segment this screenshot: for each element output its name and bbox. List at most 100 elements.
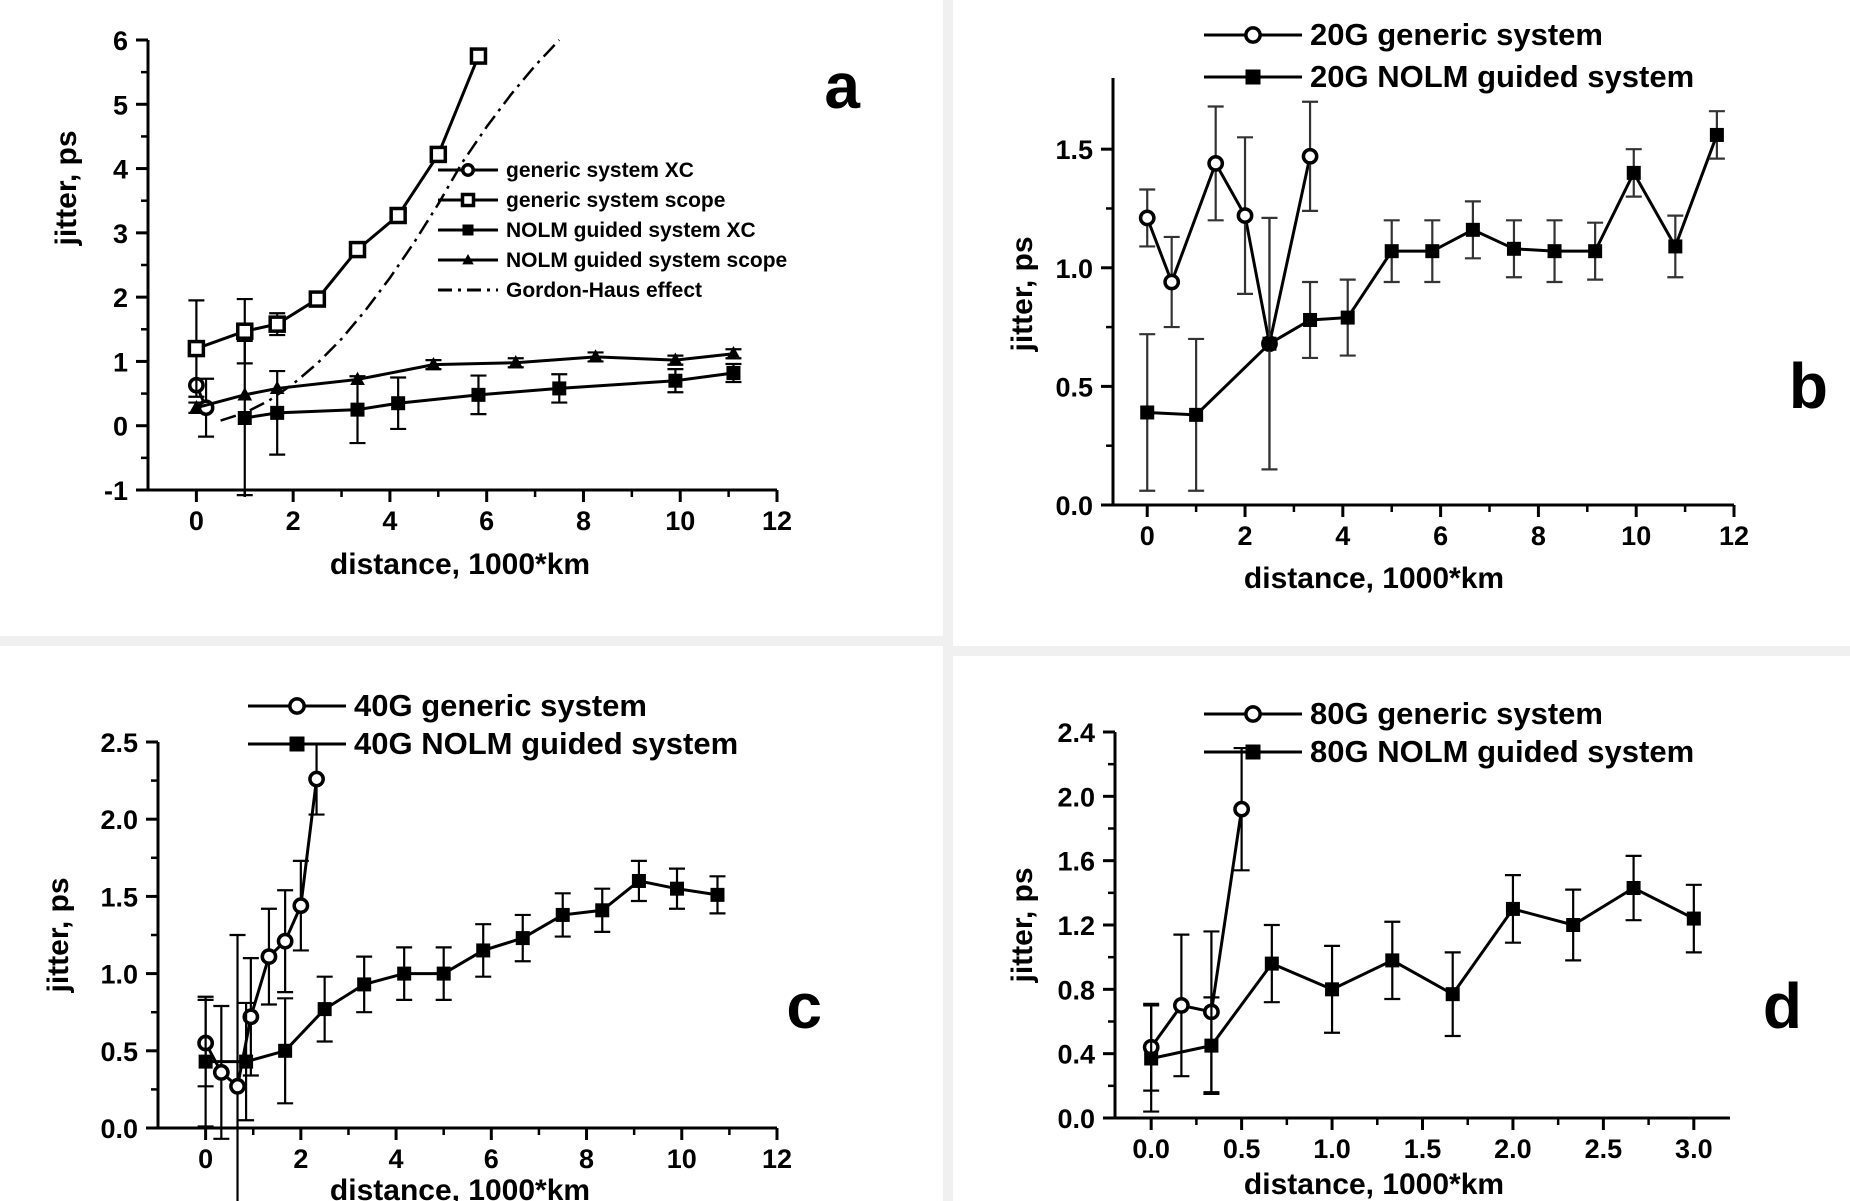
chart-a-legend-label-3: NOLM guided system scope xyxy=(506,249,787,272)
chart-c-series-1-point xyxy=(436,966,451,981)
chart-c-ylabel: jitter, ps xyxy=(42,877,75,993)
chart-b-series-1-point xyxy=(1465,222,1480,237)
chart-c-series-1-point xyxy=(317,1002,332,1017)
chart-a-legend-label-2: NOLM guided system XC xyxy=(506,219,756,242)
chart-b-y-tick-label: 0.0 xyxy=(1055,491,1093,521)
chart-a-series-3-point xyxy=(588,349,603,363)
chart-b-series-1-point xyxy=(1340,310,1355,325)
chart-c-x-tick-label: 8 xyxy=(579,1144,594,1174)
chart-b-series-0-point xyxy=(1236,207,1254,224)
chart-a-series-1-point xyxy=(187,339,206,358)
chart-d-series-1-point xyxy=(1566,918,1581,932)
chart-d-marks: 0.0 0.5 1.0 1.5 2.0 2.5 3.0 0.0 0.4 0.8 1.2 1.6 2.0 2… xyxy=(1057,696,1730,1164)
chart-a-legend-label-1: generic system scope xyxy=(506,189,725,212)
chart-c-series-0-point xyxy=(212,1064,230,1081)
chart-d-series-1-point xyxy=(1144,1051,1159,1066)
chart-c-series-0-point xyxy=(292,897,310,915)
chart-d-series-0-line xyxy=(1149,808,1244,1049)
chart-c-legend-label-1: 40G NOLM guided system xyxy=(354,726,738,761)
chart-a-series-2-point xyxy=(391,396,406,411)
chart-b-series-1-point xyxy=(1547,244,1562,259)
chart-b-series-1-point xyxy=(1588,244,1603,259)
chart-d-legend-marker-0 xyxy=(1244,705,1262,723)
chart-c-x-tick-label: 0 xyxy=(198,1144,213,1174)
chart-c-series-1-point xyxy=(710,887,725,902)
chart-a-x-tick-label: 12 xyxy=(762,506,792,536)
chart-a-series-3-point xyxy=(269,380,285,395)
panel-divider-vertical xyxy=(943,0,953,1201)
chart-b-legend-label-0: 20G generic system xyxy=(1310,17,1603,52)
chart-c-x-tick-label: 12 xyxy=(762,1144,792,1174)
chart-c-series-1-point xyxy=(278,1043,293,1058)
chart-a-y-tick-label: 5 xyxy=(113,90,128,120)
chart-c-x-tick-label: 4 xyxy=(389,1144,404,1174)
chart-c-panel-letter: c xyxy=(786,970,822,1042)
chart-b-legend-marker-0 xyxy=(1244,26,1262,44)
chart-d-series-1-point xyxy=(1626,881,1641,896)
chart-c-y-tick-label: 1.0 xyxy=(100,960,138,990)
chart-c-x-tick-label: 2 xyxy=(293,1144,308,1174)
chart-b-y-tick-label: 1.0 xyxy=(1055,254,1093,284)
chart-b-series-0-line xyxy=(1145,155,1312,345)
chart-d-x-tick-label: 3.0 xyxy=(1675,1134,1713,1164)
chart-d-series-1-point xyxy=(1325,982,1340,997)
chart-c-series-1-point xyxy=(670,881,685,896)
chart-b-y-tick-label: 0.5 xyxy=(1055,372,1093,402)
chart-b-series-1-point xyxy=(1506,241,1521,256)
chart-a-y-tick-label: 4 xyxy=(113,155,128,185)
chart-c-series-1-point xyxy=(357,977,372,992)
chart-b-x-tick-label: 12 xyxy=(1719,521,1749,551)
chart-b-x-tick-label: 0 xyxy=(1140,521,1155,551)
chart-d-x-tick-label: 2.0 xyxy=(1494,1134,1532,1164)
chart-b-series-1-point xyxy=(1262,336,1277,351)
chart-d-xlabel: distance, 1000*km xyxy=(1244,1168,1504,1201)
chart-a-series-1-point xyxy=(236,322,254,340)
chart-a-legend-label-0: generic system XC xyxy=(506,159,694,182)
chart-c-x-tick-label: 6 xyxy=(484,1144,499,1174)
chart-d-x-tick-label: 0.0 xyxy=(1132,1134,1170,1164)
chart-d-y-tick-label: 1.6 xyxy=(1057,847,1095,877)
chart-b-y-tick-label: 1.5 xyxy=(1055,135,1093,165)
chart-c-y-tick-label: 2.0 xyxy=(100,805,138,835)
chart-c-y-tick-label: 2.5 xyxy=(100,728,138,758)
chart-c-legend-label-0: 40G generic system xyxy=(354,688,647,723)
chart-b-marks: 0 2 4 6 8 10 12 0.0 0.5 1.0 1.5 20G generic system 2… xyxy=(1055,17,1749,551)
chart-a-series-2-point xyxy=(552,381,567,396)
chart-c-series-1-point xyxy=(515,931,530,946)
chart-c-legend-marker-0 xyxy=(288,697,306,715)
chart-c-series-1-point xyxy=(555,907,570,922)
chart-a-series-1-point xyxy=(469,47,488,65)
chart-c-y-tick-label: 0.5 xyxy=(100,1037,138,1067)
chart-panel-c: 0 2 4 6 8 10 12 0.0 0.5 1.0 1.5 2.0 2.5 40G generic s… xyxy=(42,688,822,1201)
chart-b-series-0-point xyxy=(1138,209,1156,227)
chart-d-x-tick-label: 2.5 xyxy=(1585,1134,1623,1164)
chart-b-series-1-point xyxy=(1303,312,1318,327)
chart-b-x-tick-label: 4 xyxy=(1335,521,1350,551)
chart-b-legend-label-1: 20G NOLM guided system xyxy=(1310,59,1694,94)
chart-d-panel-letter: d xyxy=(1763,970,1802,1042)
chart-a-xlabel: distance, 1000*km xyxy=(330,548,590,581)
chart-b-series-0-point xyxy=(1207,155,1225,172)
chart-a-x-tick-label: 8 xyxy=(576,506,591,536)
chart-c-marks: 0 2 4 6 8 10 12 0.0 0.5 1.0 1.5 2.0 2.5 40G generic s… xyxy=(100,688,792,1201)
chart-a-series-2-point xyxy=(668,373,683,388)
chart-c-series-0-point xyxy=(242,1008,260,1026)
chart-c-series-1-point xyxy=(595,903,610,918)
chart-d-series-1-line xyxy=(1150,886,1695,1060)
panel-divider-right xyxy=(953,646,1850,656)
chart-a-series-1-point xyxy=(389,206,407,225)
chart-a-y-tick-label: 2 xyxy=(113,283,128,313)
chart-a-series-2-line xyxy=(244,371,734,420)
chart-a-series-3-point xyxy=(350,371,365,386)
chart-a-y-tick-label: 3 xyxy=(113,219,128,249)
chart-d-y-tick-label: 0.8 xyxy=(1057,975,1095,1005)
chart-b-legend-marker-1 xyxy=(1245,69,1261,85)
chart-a-legend-marker-1 xyxy=(460,192,476,208)
chart-b-xlabel: distance, 1000*km xyxy=(1244,562,1504,595)
chart-c-series-1-point xyxy=(476,943,491,958)
chart-a-series-2-point xyxy=(237,411,252,425)
chart-d-y-tick-label: 2.0 xyxy=(1057,782,1095,812)
chart-a-legend-marker-0 xyxy=(461,163,475,177)
